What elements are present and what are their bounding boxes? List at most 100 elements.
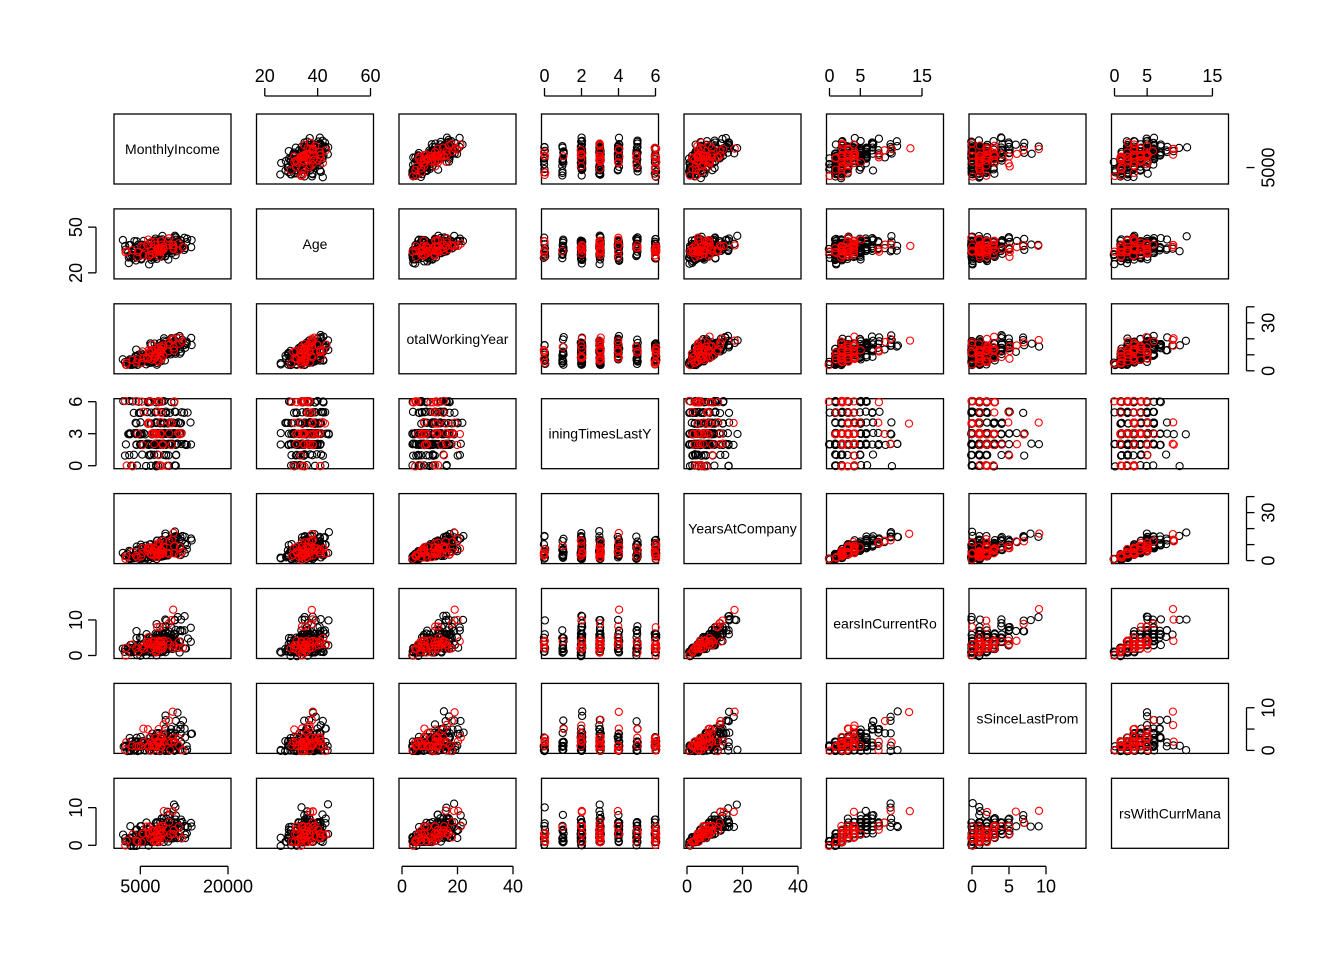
data-point: [707, 153, 717, 162]
panel-years-with-curr-manager-vs-years-in-current-role: [825, 777, 945, 849]
data-point: [724, 144, 733, 153]
data-point: [861, 159, 870, 168]
points-total-working-years-vs-training-times-last-year: [539, 331, 661, 370]
panel-years-at-company-vs-age: [255, 492, 375, 565]
data-point: [730, 144, 739, 153]
data-point: [576, 145, 585, 155]
data-point: [650, 151, 660, 161]
panel-years-with-curr-manager-vs-years-with-curr-manager: [1110, 777, 1230, 849]
data-point: [414, 154, 424, 163]
panel-frames: [113, 113, 1230, 849]
data-point: [539, 148, 549, 157]
data-point: [121, 440, 131, 449]
data-point: [595, 156, 605, 166]
data-point: [868, 166, 878, 175]
data-point: [1027, 240, 1036, 249]
data-point: [730, 149, 739, 158]
data-point: [297, 151, 306, 161]
panel-years-since-last-promotion-vs-years-in-current-role: [825, 682, 945, 755]
panel-years-at-company-vs-years-since-last-promotion: [968, 492, 1087, 565]
panel-monthly-income-vs-years-in-current-role: [825, 113, 945, 185]
panel-monthly-income-vs-years-at-company: [683, 113, 802, 185]
panel-years-at-company-vs-total-working-years: [398, 492, 517, 565]
data-point: [651, 153, 661, 162]
data-point: [308, 146, 317, 155]
panel-training-times-last-year-vs-training-times-last-year: [540, 398, 660, 470]
data-point: [996, 133, 1006, 142]
data-point: [633, 167, 642, 176]
data-point: [577, 162, 586, 171]
data-point: [172, 450, 181, 459]
data-point: [1182, 232, 1191, 241]
data-point: [408, 171, 418, 181]
data-point: [1005, 354, 1014, 363]
data-point: [691, 165, 701, 175]
data-point: [416, 156, 426, 166]
data-point: [685, 171, 695, 180]
data-point: [905, 336, 915, 345]
panel-training-times-last-year-vs-years-at-company: [683, 398, 802, 470]
panel-age-vs-years-in-current-role: [825, 208, 945, 280]
data-point: [539, 156, 549, 166]
panel-years-at-company-vs-training-times-last-year: [540, 492, 660, 565]
data-point: [733, 231, 742, 240]
data-point: [440, 152, 449, 161]
data-point: [540, 164, 549, 174]
panel-monthly-income-vs-age: [255, 113, 375, 185]
points-total-working-years-vs-years-in-current-role: [824, 331, 915, 370]
panel-total-working-years-vs-monthly-income: [113, 303, 232, 375]
data-point: [632, 150, 641, 160]
data-point: [118, 235, 128, 245]
panel-years-in-current-role-vs-monthly-income: [113, 587, 232, 660]
panel-years-since-last-promotion-vs-years-at-company: [683, 682, 802, 755]
panel-years-with-curr-manager-vs-training-times-last-year: [540, 777, 660, 849]
data-point: [856, 163, 865, 172]
data-point: [874, 134, 884, 143]
data-point: [1143, 169, 1152, 178]
data-point: [868, 140, 878, 149]
data-point: [614, 158, 623, 167]
data-point: [595, 139, 604, 148]
data-point: [447, 139, 456, 149]
panel-years-in-current-role-vs-training-times-last-year: [540, 587, 660, 660]
points-monthly-income-vs-total-working-years: [408, 133, 467, 182]
data-point: [707, 149, 716, 159]
data-point: [651, 158, 661, 167]
data-point: [892, 137, 902, 146]
data-point: [1012, 149, 1022, 159]
data-point: [837, 165, 846, 174]
panel-training-times-last-year-vs-years-in-current-role: [825, 398, 945, 470]
points-age-vs-years-since-last-promotion: [967, 231, 1043, 269]
data-point: [540, 151, 550, 161]
panel-age-vs-total-working-years: [398, 208, 517, 280]
data-point: [441, 157, 451, 166]
data-point: [186, 418, 195, 427]
data-point: [430, 158, 440, 167]
data-point: [1034, 142, 1043, 151]
points-age-vs-years-in-current-role: [824, 231, 915, 269]
data-point: [632, 161, 641, 170]
data-point: [906, 241, 915, 251]
data-point: [577, 133, 586, 142]
data-point: [1011, 140, 1020, 149]
data-point: [595, 169, 605, 179]
data-point: [540, 143, 549, 152]
data-point: [129, 450, 139, 459]
data-point: [298, 171, 307, 180]
panel-monthly-income-vs-monthly-income: [113, 113, 232, 185]
data-point: [1027, 149, 1036, 158]
data-point: [721, 133, 731, 143]
data-point: [291, 156, 301, 165]
points-monthly-income-vs-age: [276, 133, 333, 182]
data-point: [880, 146, 889, 155]
data-point: [305, 163, 314, 172]
data-point: [541, 168, 550, 177]
points-age-vs-total-working-years: [408, 231, 468, 268]
data-point: [983, 162, 992, 171]
panel-monthly-income-vs-years-with-curr-manager: [1110, 113, 1230, 185]
data-point: [558, 155, 567, 164]
data-point: [713, 153, 723, 162]
data-point: [633, 142, 642, 152]
panel-years-since-last-promotion-vs-years-since-last-promotion: [968, 682, 1087, 755]
